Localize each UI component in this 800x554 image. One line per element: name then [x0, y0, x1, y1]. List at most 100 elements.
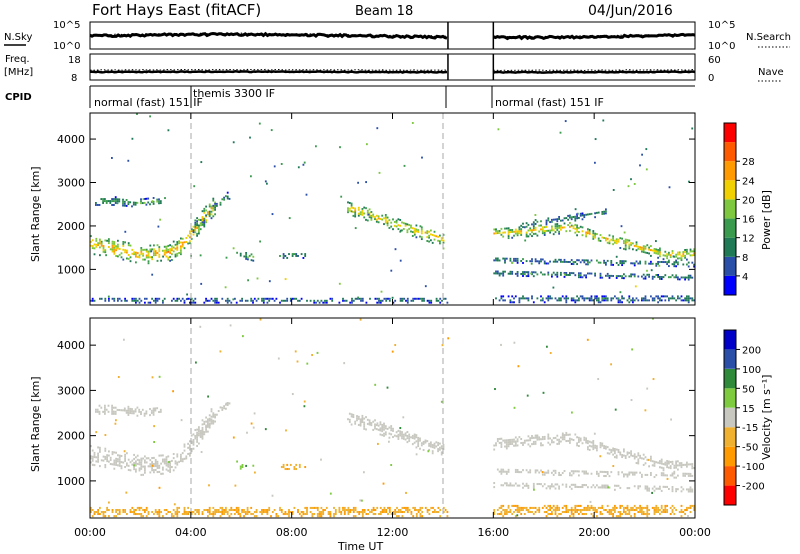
echo-cell — [208, 509, 211, 512]
echo-cell — [118, 458, 121, 461]
echo-cell — [511, 484, 514, 487]
echo-cell — [133, 457, 135, 460]
echo-cell — [167, 244, 170, 247]
echo-cell — [599, 301, 602, 304]
echo-cell — [558, 513, 560, 516]
echo-cell — [606, 297, 609, 300]
echo-cell — [120, 465, 123, 468]
echo-cell — [619, 262, 622, 265]
echo-cell — [147, 197, 150, 200]
echo-cell — [153, 250, 155, 253]
echo-cell — [90, 235, 92, 238]
echo-cell — [91, 459, 94, 462]
echo-cell — [495, 442, 497, 445]
echo-cell — [552, 509, 555, 512]
echo-cell — [686, 250, 688, 253]
echo-cell — [403, 164, 406, 167]
echo-cell — [219, 511, 222, 514]
echo-cell — [140, 247, 143, 249]
echo-cell — [375, 214, 378, 217]
echo-cell — [520, 260, 523, 262]
echo-cell — [536, 220, 539, 223]
echo-cell — [572, 225, 575, 228]
echo-cell — [122, 509, 125, 512]
echo-cell — [525, 439, 528, 442]
echo-cell — [168, 461, 170, 464]
echo-cell — [588, 272, 591, 275]
echo-cell — [590, 513, 593, 516]
echo-cell — [158, 202, 160, 205]
echo-cell — [605, 297, 607, 300]
echo-cell — [324, 509, 326, 512]
echo-cell — [277, 515, 280, 518]
echo-cell — [612, 243, 614, 246]
echo-cell — [90, 455, 92, 458]
echo-cell — [569, 261, 571, 263]
echo-cell — [207, 420, 209, 423]
echo-cell — [556, 271, 559, 274]
echo-cell — [109, 248, 112, 251]
echo-cell — [255, 515, 258, 518]
echo-cell — [655, 262, 658, 265]
echo-cell — [138, 506, 141, 509]
echo-cell — [502, 274, 505, 277]
echo-cell — [377, 221, 380, 224]
echo-cell — [207, 395, 209, 398]
echo-cell — [606, 452, 609, 455]
echo-cell — [556, 483, 559, 486]
echo-cell — [572, 513, 575, 516]
echo-cell — [585, 470, 587, 473]
echo-cell — [614, 295, 616, 298]
echo-cell — [439, 240, 441, 243]
echo-cell — [133, 468, 135, 471]
echo-cell — [608, 475, 611, 478]
echo-cell — [189, 297, 191, 300]
echo-cell — [212, 299, 215, 302]
echo-cell — [668, 462, 670, 465]
echo-cell — [650, 249, 652, 252]
echo-cell — [351, 301, 353, 304]
echo-cell — [201, 428, 204, 431]
echo-cell — [570, 272, 573, 275]
echo-cell — [543, 471, 546, 474]
echo-cell — [525, 482, 528, 485]
echo-cell — [579, 272, 582, 275]
echo-cell — [435, 297, 438, 300]
echo-cell — [120, 252, 123, 255]
echo-cell — [225, 195, 227, 198]
echo-cell — [547, 262, 550, 265]
echo-cell — [113, 198, 115, 201]
echo-cell — [576, 224, 578, 227]
echo-cell — [280, 299, 283, 302]
echo-cell — [266, 301, 269, 304]
echo-cell — [122, 202, 124, 205]
echo-cell — [514, 515, 517, 518]
echo-cell — [354, 420, 357, 423]
echo-cell — [97, 244, 99, 247]
echo-cell — [366, 211, 369, 214]
echo-cell — [621, 513, 623, 516]
echo-cell — [572, 299, 575, 302]
echo-cell — [201, 220, 204, 222]
echo-cell — [352, 413, 355, 416]
echo-cell — [597, 211, 600, 214]
echo-cell — [585, 484, 587, 487]
echo-cell — [552, 485, 555, 488]
echo-cell — [385, 299, 388, 302]
echo-cell — [205, 297, 207, 300]
echo-cell — [493, 259, 496, 262]
echo-cell — [208, 214, 211, 217]
echo-cell — [241, 511, 243, 514]
echo-cell — [223, 405, 225, 408]
echo-cell — [226, 191, 229, 194]
echo-cell — [295, 297, 298, 300]
echo-cell — [133, 453, 135, 456]
echo-cell — [368, 419, 371, 422]
echo-cell — [423, 297, 425, 300]
echo-cell — [583, 297, 586, 300]
echo-cell — [406, 441, 409, 444]
echo-cell — [99, 242, 101, 245]
echo-cell — [339, 146, 341, 149]
echo-cell — [523, 273, 526, 276]
echo-cell — [689, 297, 692, 300]
